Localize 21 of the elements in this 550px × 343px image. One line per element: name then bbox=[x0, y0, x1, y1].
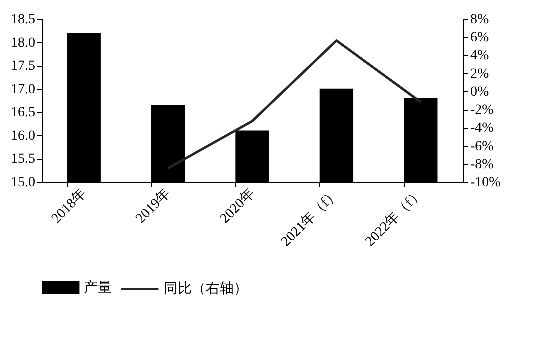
y-tick-label: 16.0 bbox=[11, 128, 36, 144]
y2-tick-label: 0% bbox=[470, 84, 490, 100]
y-tick-label: 18.5 bbox=[11, 12, 36, 28]
y-tick-label: 15.5 bbox=[11, 152, 36, 168]
legend-label: 同比（右轴） bbox=[164, 281, 248, 297]
y2-tick-label: -2% bbox=[470, 103, 494, 118]
y-tick-label: 16.5 bbox=[11, 106, 36, 121]
y2-tick-label: -10% bbox=[470, 176, 502, 190]
y2-tick-label: 4% bbox=[470, 48, 490, 64]
y2-tick-label: -8% bbox=[470, 157, 494, 172]
line-series bbox=[167, 39, 422, 170]
y-tick-label: 15.0 bbox=[11, 176, 36, 190]
y-tick-label: 17.0 bbox=[11, 82, 36, 98]
y2-tick-label: -4% bbox=[470, 121, 494, 136]
y2-tick-label: -6% bbox=[470, 139, 494, 154]
y-tick-label: 18.0 bbox=[11, 36, 36, 51]
y2-tick-label: 2% bbox=[470, 66, 490, 82]
y2-tick-label: 6% bbox=[470, 30, 490, 46]
legend-label: 产量 bbox=[84, 280, 112, 296]
y-tick-label: 17.5 bbox=[11, 59, 36, 74]
y2-tick-label: 8% bbox=[470, 12, 490, 28]
